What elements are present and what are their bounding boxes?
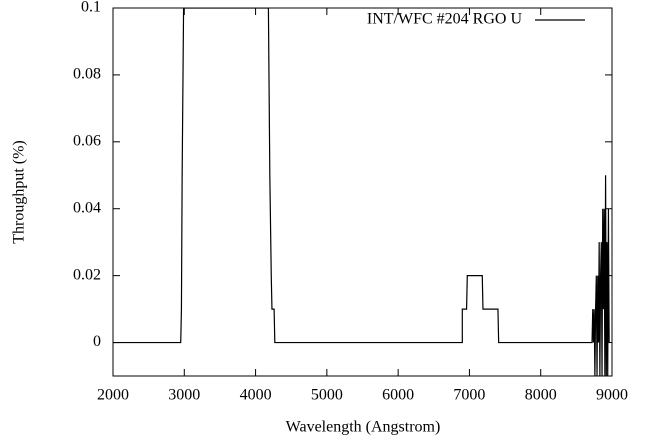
x-tick-label: 9000 — [596, 387, 628, 404]
y-tick-label: 0.04 — [73, 199, 101, 216]
y-axis-label: Throughput (%) — [11, 140, 28, 244]
x-tick-label: 5000 — [311, 387, 343, 404]
x-axis-label: Wavelength (Angstrom) — [286, 419, 441, 436]
x-tick-label: 4000 — [240, 387, 272, 404]
x-tick-label: 7000 — [453, 387, 485, 404]
legend-label: INT/WFC #204 RGO U — [367, 11, 523, 28]
y-tick-label: 0.06 — [73, 132, 101, 149]
x-tick-label: 8000 — [525, 387, 557, 404]
plot-frame — [112, 7, 613, 377]
series-line — [113, 8, 610, 376]
x-tick-label: 6000 — [382, 387, 414, 404]
x-tick-label: 2000 — [97, 387, 129, 404]
y-tick-label: 0.02 — [73, 266, 101, 283]
y-tick-label: 0.08 — [73, 66, 101, 83]
x-tick-label: 3000 — [168, 387, 200, 404]
y-tick-label: 0 — [93, 333, 101, 350]
y-tick-label: 0.1 — [81, 0, 101, 16]
